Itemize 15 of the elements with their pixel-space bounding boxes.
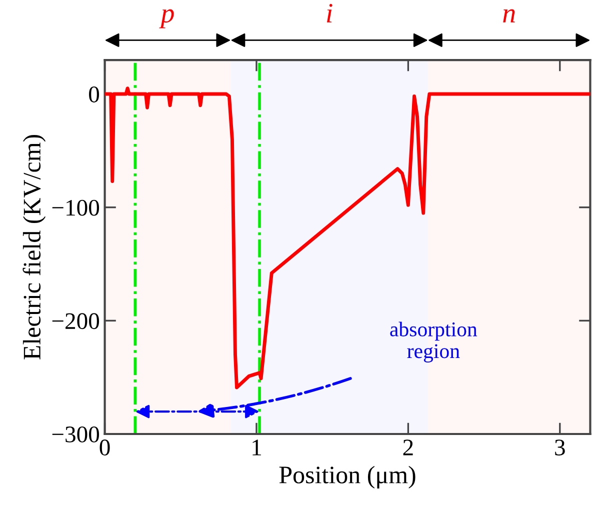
band-label: n (503, 9, 515, 22)
x-tick-label: 0 (100, 440, 110, 456)
x-axis-title: Position (μm) (279, 466, 416, 489)
band-label: p (159, 9, 174, 28)
line-series (104, 86, 590, 390)
x-tick-label: 2 (403, 440, 413, 456)
x-tick-label: 1 (252, 440, 261, 456)
y-tick-label: −300 (52, 426, 100, 442)
y-tick-label: 0 (89, 86, 100, 102)
band-label: i (326, 4, 332, 22)
x-tick-label: 3 (555, 440, 565, 456)
y-axis-title: Electric field (KV/cm) (22, 134, 46, 360)
y-tick-label: −100 (52, 200, 100, 216)
annotation: absorption region (390, 322, 478, 362)
y-tick-label: −200 (52, 313, 100, 330)
